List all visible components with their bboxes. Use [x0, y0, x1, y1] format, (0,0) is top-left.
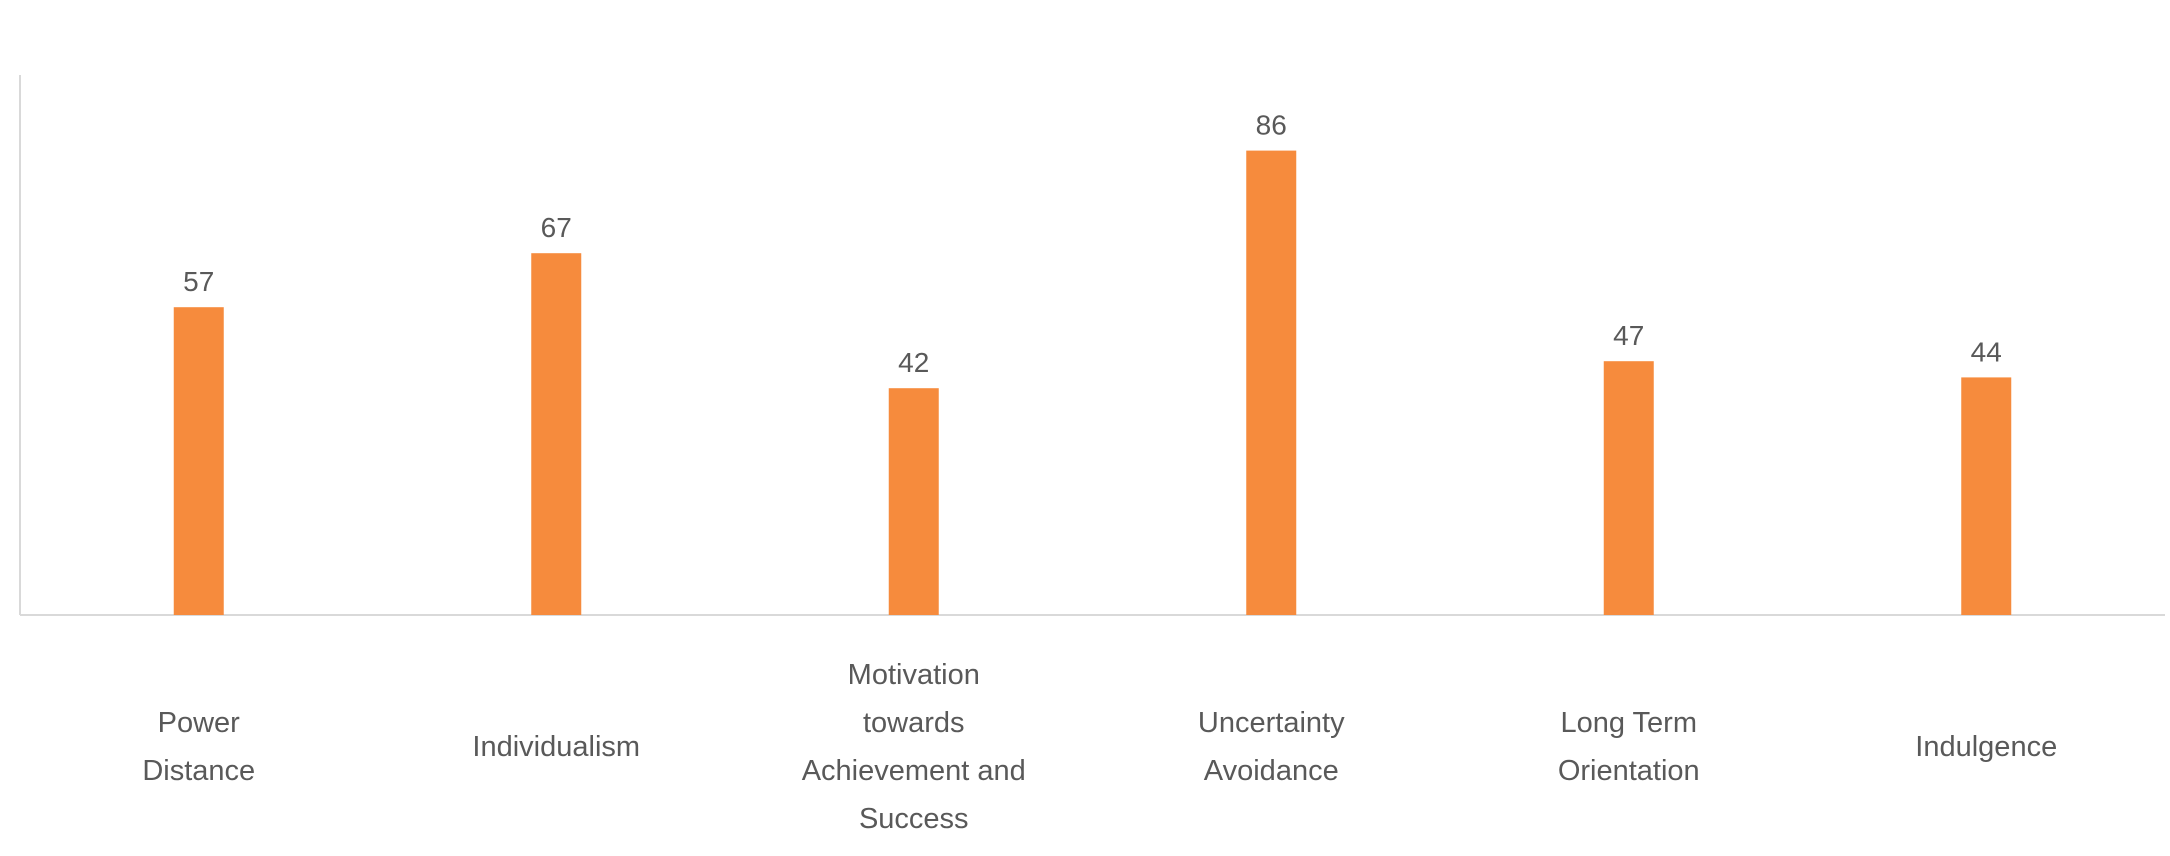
bar-3 [888, 388, 939, 615]
bar-2 [531, 253, 582, 615]
bar-4 [1246, 150, 1297, 615]
category-label-line: Distance [142, 755, 255, 787]
category-label-3: Motivation towards Achievement and Success [802, 659, 1026, 835]
data-label-2: 67 [541, 212, 572, 243]
category-label-line: Indulgence [1915, 731, 2057, 763]
bar-1 [173, 307, 224, 615]
category-label-line: Motivation [848, 659, 980, 691]
category-label-1: Power Distance [142, 707, 255, 787]
category-label-5: Long Term Orientation [1558, 707, 1700, 787]
data-label-1: 57 [183, 266, 214, 297]
bars-group [173, 150, 2012, 615]
category-label-line: towards [863, 707, 965, 739]
category-label-4: Uncertainty Avoidance [1198, 707, 1345, 787]
category-labels-group: Power Distance Individualism Motivation towa… [142, 659, 2057, 835]
category-label-line: Achievement and [802, 755, 1026, 787]
value-labels-group: 57 67 42 86 47 44 [183, 110, 2002, 379]
data-label-4: 86 [1256, 110, 1287, 141]
category-label-line: Avoidance [1204, 755, 1339, 787]
category-label-6: Indulgence [1915, 731, 2057, 763]
category-label-line: Success [859, 803, 969, 835]
category-label-line: Individualism [472, 731, 640, 763]
category-label-line: Orientation [1558, 755, 1700, 787]
data-label-5: 47 [1613, 320, 1644, 351]
data-label-6: 44 [1971, 336, 2002, 367]
data-label-3: 42 [898, 347, 929, 378]
category-label-line: Power [158, 707, 241, 739]
category-label-line: Uncertainty [1198, 707, 1345, 739]
bar-5 [1603, 361, 1654, 615]
category-label-2: Individualism [472, 731, 640, 763]
bar-6 [1961, 377, 2012, 615]
category-label-line: Long Term [1561, 707, 1698, 739]
